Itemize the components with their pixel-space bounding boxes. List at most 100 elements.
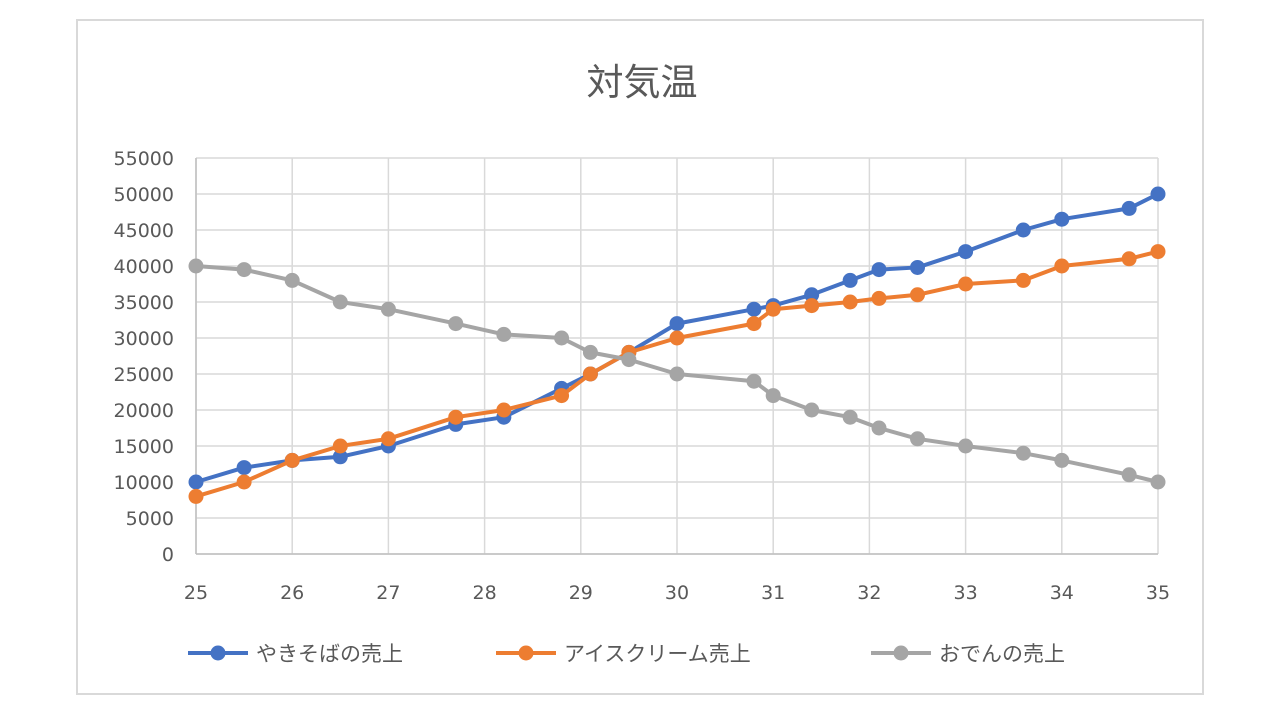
data-point (669, 366, 685, 382)
chart-title: 対気温 (587, 61, 698, 104)
legend-item: おでんの売上 (871, 642, 1065, 666)
legend-label: おでんの売上 (939, 642, 1065, 666)
data-point (746, 316, 762, 332)
data-point (554, 388, 570, 404)
data-point (765, 301, 781, 317)
y-tick-label: 45000 (114, 220, 174, 242)
data-point (746, 373, 762, 389)
y-tick-label: 40000 (114, 256, 174, 278)
y-tick-label: 30000 (114, 328, 174, 350)
data-point (1121, 200, 1137, 216)
x-tick-label: 30 (665, 582, 689, 604)
y-tick-label: 55000 (114, 148, 174, 170)
x-tick-label: 33 (954, 582, 978, 604)
legend-marker (518, 645, 534, 661)
data-point (958, 244, 974, 260)
legend-label: やきそばの売上 (256, 642, 403, 666)
data-point (842, 409, 858, 425)
data-point (496, 326, 512, 342)
legend-item: アイスクリーム売上 (496, 642, 751, 666)
data-point (1054, 211, 1070, 227)
legend: やきそばの売上 アイスクリーム売上 おでんの売上 (188, 642, 1065, 666)
data-point (554, 330, 570, 346)
data-point (765, 388, 781, 404)
data-point (871, 262, 887, 278)
chart-area: 対気温 25 26 27 28 29 30 31 32 33 34 35 0 5000 10000 1500… (76, 19, 1204, 695)
series-line (194, 264, 1160, 484)
data-point (1121, 251, 1137, 267)
data-point (804, 298, 820, 314)
data-point (332, 294, 348, 310)
series-group (188, 186, 1166, 504)
data-point (188, 488, 204, 504)
data-point (236, 474, 252, 490)
data-point (236, 460, 252, 476)
data-point (746, 301, 762, 317)
data-point (910, 431, 925, 447)
data-point (188, 258, 204, 274)
data-point (871, 290, 887, 306)
data-point (842, 272, 858, 288)
series-3 (188, 258, 1166, 490)
data-point (496, 402, 512, 418)
data-point (1150, 244, 1166, 260)
x-tick-label: 28 (473, 582, 497, 604)
x-tick-label: 32 (857, 582, 881, 604)
data-point (1121, 467, 1137, 483)
gridlines (195, 157, 1159, 555)
legend-label: アイスクリーム売上 (564, 642, 751, 666)
y-tick-label: 35000 (114, 292, 174, 314)
data-point (804, 402, 820, 418)
data-point (910, 287, 925, 303)
legend-marker (893, 645, 909, 661)
data-point (1015, 222, 1031, 238)
x-tick-label: 25 (184, 582, 208, 604)
data-point (1150, 186, 1166, 202)
axis-labels: 25 26 27 28 29 30 31 32 33 34 35 0 5000 10000 15000 200… (114, 148, 1171, 604)
x-tick-label: 26 (280, 582, 304, 604)
x-tick-label: 29 (569, 582, 593, 604)
data-point (284, 452, 300, 468)
data-point (669, 316, 685, 332)
y-tick-label: 25000 (114, 364, 174, 386)
y-tick-label: 20000 (114, 400, 174, 422)
data-point (1015, 272, 1031, 288)
data-point (332, 449, 348, 465)
chart-svg: 対気温 25 26 27 28 29 30 31 32 33 34 35 0 5000 10000 1500… (114, 61, 1171, 666)
data-point (910, 259, 925, 275)
data-point (1054, 452, 1070, 468)
data-point (236, 262, 252, 278)
series-line (194, 192, 1160, 484)
series-line (194, 249, 1160, 499)
x-tick-label: 31 (761, 582, 785, 604)
data-point (1150, 474, 1166, 490)
data-point (448, 316, 464, 332)
x-tick-label: 34 (1050, 582, 1074, 604)
data-point (188, 474, 204, 490)
data-point (804, 287, 820, 303)
data-point (871, 420, 887, 436)
data-point (1054, 258, 1070, 274)
data-point (582, 366, 598, 382)
legend-item: やきそばの売上 (188, 642, 403, 666)
data-point (582, 344, 598, 360)
data-point (380, 301, 396, 317)
y-tick-label: 5000 (126, 508, 174, 530)
legend-marker (210, 645, 226, 661)
data-point (448, 409, 464, 425)
data-point (284, 272, 300, 288)
y-tick-label: 50000 (114, 184, 174, 206)
data-point (1015, 445, 1031, 461)
x-tick-label: 35 (1146, 582, 1170, 604)
data-point (958, 276, 974, 292)
data-point (842, 294, 858, 310)
y-tick-label: 0 (162, 544, 174, 566)
data-point (621, 352, 637, 368)
y-tick-label: 10000 (114, 472, 174, 494)
y-tick-label: 15000 (114, 436, 174, 458)
data-point (332, 438, 348, 454)
data-point (958, 438, 974, 454)
x-tick-label: 27 (376, 582, 400, 604)
data-point (380, 431, 396, 447)
data-point (669, 330, 685, 346)
